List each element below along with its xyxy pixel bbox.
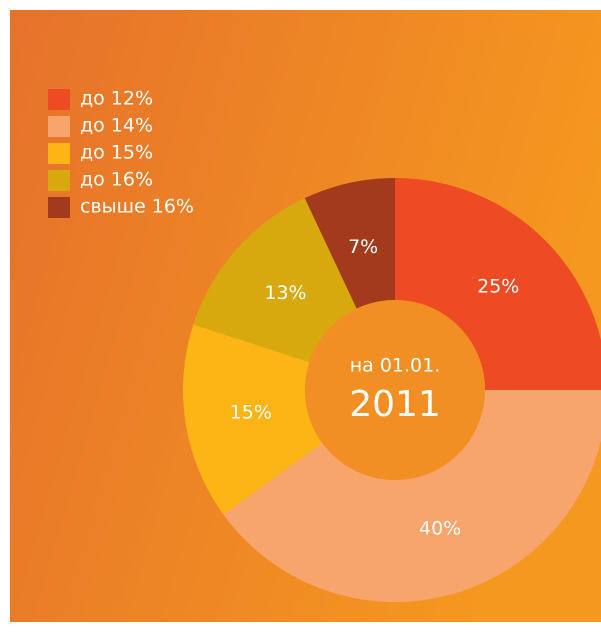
- slice: [395, 178, 601, 390]
- slice: [304, 178, 395, 309]
- slice-label: 7%: [348, 236, 378, 258]
- legend-label: свыше 16%: [80, 196, 194, 218]
- legend-label: до 15%: [80, 142, 153, 164]
- legend-label: до 16%: [80, 169, 153, 191]
- slice-label: 13%: [264, 282, 306, 304]
- center-year: 2011: [349, 384, 441, 425]
- center-label: на 01.01.: [350, 355, 441, 377]
- donut-hole: [305, 300, 485, 480]
- slice-label: 25%: [477, 275, 519, 297]
- legend-label: до 12%: [80, 88, 153, 110]
- slice: [223, 390, 601, 602]
- legend-swatch: [48, 170, 70, 191]
- slice-label: 40%: [419, 517, 461, 539]
- legend-swatch: [48, 197, 70, 218]
- slice-label: 15%: [230, 401, 272, 423]
- legend-label: до 14%: [80, 115, 153, 137]
- legend-swatch: [48, 116, 70, 137]
- legend-swatch: [48, 143, 70, 164]
- slice: [193, 198, 357, 363]
- slice: [183, 324, 323, 515]
- legend-swatch: [48, 89, 70, 110]
